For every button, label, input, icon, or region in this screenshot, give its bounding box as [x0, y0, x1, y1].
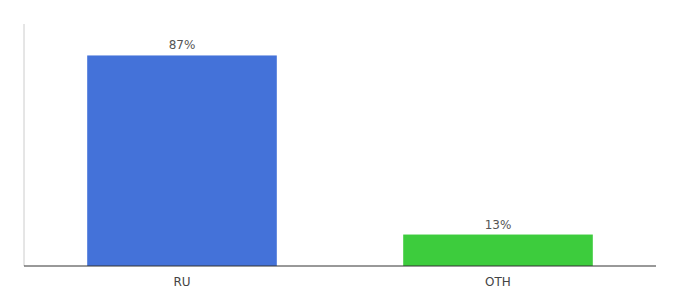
- bar: [87, 55, 277, 266]
- x-tick-label: OTH: [485, 275, 511, 289]
- y-axis-line: [24, 24, 25, 266]
- x-tick-label: RU: [173, 275, 190, 289]
- chart-container: RU OTH 87% 13%: [0, 0, 680, 300]
- bar: [403, 235, 593, 266]
- x-axis-line: [24, 266, 656, 267]
- bars: [87, 55, 593, 266]
- chart: RU OTH 87% 13%: [0, 0, 680, 300]
- data-label: 87%: [169, 38, 196, 52]
- data-label: 13%: [485, 218, 512, 232]
